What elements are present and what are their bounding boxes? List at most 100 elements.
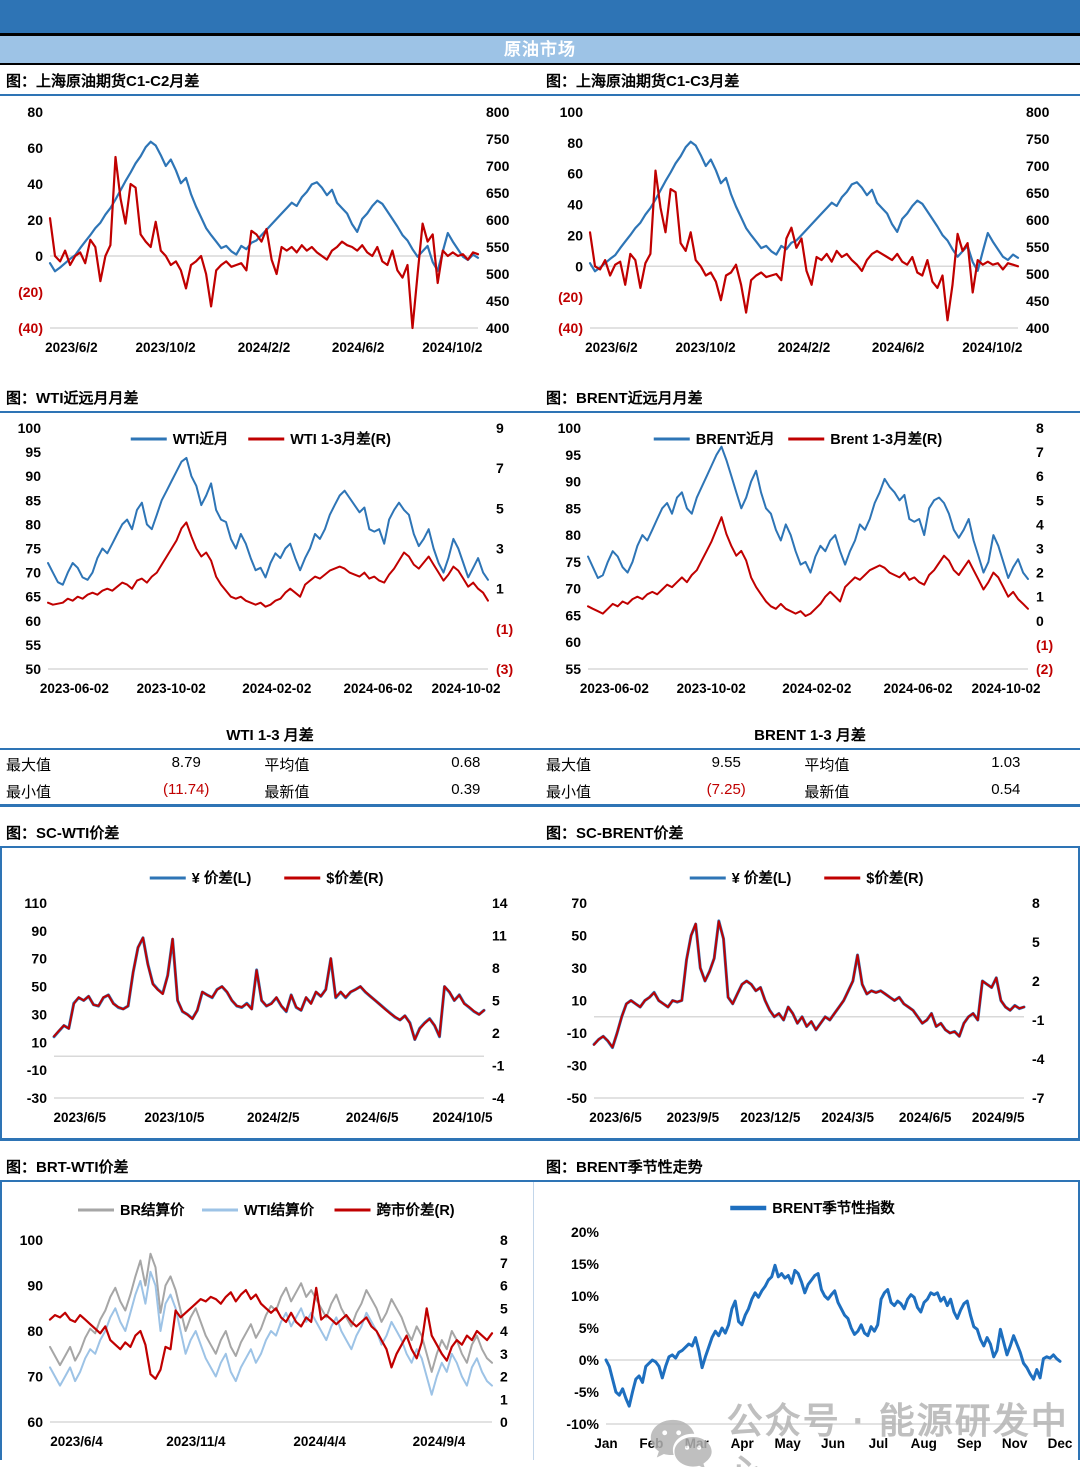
svg-text:2024-10-02: 2024-10-02 (971, 681, 1040, 696)
svg-text:80: 80 (565, 527, 581, 543)
svg-text:2: 2 (492, 1025, 500, 1041)
svg-text:2024/2/2: 2024/2/2 (778, 340, 831, 355)
chart-brt-wti: 100 90 80 70 60 8 7 6 5 4 3 2 1 0 2023/6/4 2023/11/4 202… (2, 1182, 542, 1460)
svg-text:2023/12/5: 2023/12/5 (740, 1110, 801, 1125)
chart-row-1: 80 60 40 20 0 (20) (40) 800 750 700 650 600 550 500 45… (0, 96, 1080, 368)
chart-title-row-3: 图：SC-WTI价差 图：SC-BRENT价差 (0, 817, 1080, 848)
svg-text:90: 90 (27, 1278, 43, 1294)
svg-text:2024/6/5: 2024/6/5 (346, 1110, 399, 1125)
svg-text:8: 8 (1036, 420, 1044, 436)
stat-value: 0.39 (451, 781, 481, 798)
svg-text:2023-10-02: 2023-10-02 (137, 681, 206, 696)
svg-text:2: 2 (1032, 973, 1040, 989)
svg-text:-4: -4 (1032, 1051, 1045, 1067)
svg-text:Dec: Dec (1048, 1436, 1073, 1451)
stat-value: (11.74) (162, 781, 210, 798)
svg-text:(3): (3) (496, 661, 513, 677)
svg-text:2024/4/4: 2024/4/4 (293, 1434, 346, 1449)
svg-text:2024-02-02: 2024-02-02 (242, 681, 311, 696)
svg-text:5%: 5% (579, 1320, 600, 1336)
svg-text:$价差(R): $价差(R) (866, 869, 923, 887)
svg-text:Feb: Feb (639, 1436, 663, 1451)
svg-text:2023/6/5: 2023/6/5 (54, 1110, 107, 1125)
svg-text:1: 1 (496, 581, 504, 597)
svg-text:(1): (1) (496, 621, 513, 637)
svg-text:6: 6 (1036, 468, 1044, 484)
svg-text:400: 400 (1026, 320, 1050, 336)
svg-text:-1: -1 (492, 1058, 505, 1074)
spacer (0, 368, 1080, 382)
chart-row-3: 110 90 70 50 30 10 -10 -30 14 11 8 5 2 -1 -4 2023/6/5 20… (0, 848, 1080, 1141)
svg-text:70: 70 (565, 581, 581, 597)
svg-text:65: 65 (25, 589, 41, 605)
svg-text:600: 600 (486, 212, 510, 228)
svg-text:65: 65 (565, 607, 581, 623)
svg-text:2023/11/4: 2023/11/4 (166, 1434, 226, 1449)
svg-text:-4: -4 (492, 1090, 505, 1106)
svg-text:1: 1 (1036, 589, 1044, 605)
svg-text:3: 3 (496, 541, 504, 557)
svg-text:2023/6/2: 2023/6/2 (45, 340, 98, 355)
svg-text:2024/10/5: 2024/10/5 (432, 1110, 493, 1125)
svg-text:30: 30 (31, 1006, 47, 1022)
stat-label: 平均值 (804, 757, 850, 774)
svg-text:-1: -1 (1032, 1012, 1045, 1028)
chart-wti-spread-svg: 1009590858075706560555097531(1)(3)2023-0… (18, 420, 513, 696)
stats-table-wti: WTI 1-3 月差 最大值 8.79 平均值 0.68 最小值 (11.74)… (0, 721, 540, 804)
svg-text:70: 70 (25, 565, 41, 581)
svg-text:9: 9 (496, 420, 504, 436)
stat-value: (7.25) (706, 781, 746, 798)
svg-text:85: 85 (25, 492, 41, 508)
svg-text:60: 60 (565, 634, 581, 650)
svg-text:8: 8 (1032, 895, 1040, 911)
svg-text:5: 5 (500, 1300, 508, 1316)
svg-text:70: 70 (571, 895, 587, 911)
svg-text:75: 75 (25, 541, 41, 557)
svg-text:800: 800 (1026, 104, 1050, 120)
svg-text:Jul: Jul (869, 1436, 889, 1451)
svg-text:2024/6/2: 2024/6/2 (332, 340, 385, 355)
svg-text:10%: 10% (571, 1288, 600, 1304)
svg-text:700: 700 (1026, 158, 1050, 174)
stats-table-brent: BRENT 1-3 月差 最大值 9.55 平均值 1.03 最小值 (7.25… (540, 721, 1080, 804)
svg-text:50: 50 (31, 979, 47, 995)
svg-text:(40): (40) (18, 320, 43, 336)
svg-text:650: 650 (1026, 185, 1050, 201)
chart-title-brent-seasonal: 图：BRENT季节性走势 (546, 1159, 703, 1176)
svg-text:0: 0 (1036, 613, 1044, 629)
svg-text:95: 95 (25, 444, 41, 460)
svg-text:2023/10/2: 2023/10/2 (676, 340, 736, 355)
svg-text:7: 7 (496, 460, 504, 476)
svg-text:BRENT近月: BRENT近月 (696, 430, 775, 448)
svg-text:55: 55 (25, 637, 41, 653)
table-row: 最大值 9.55 平均值 1.03 (540, 750, 1080, 777)
svg-text:-30: -30 (27, 1090, 47, 1106)
chart-title-brt-wti: 图：BRT-WTI价差 (6, 1159, 129, 1176)
stat-value: 1.03 (991, 754, 1021, 771)
chart-row-2: 100 95 90 85 80 75 70 65 60 55 50 9 7 5 3 1 (1) (3) 2023-0… (0, 413, 1080, 711)
svg-text:BR结算价: BR结算价 (120, 1201, 185, 1219)
chart-brt-wti-svg: 100 90 80 70 60 8 7 6 5 4 3 2 1 0 2023/6/4 2023/11/4 202… (20, 1201, 508, 1449)
stats-table-wti-title: WTI 1-3 月差 (0, 721, 540, 750)
svg-text:2024/10/2: 2024/10/2 (422, 340, 482, 355)
svg-text:20: 20 (27, 212, 43, 228)
svg-text:2023/10/5: 2023/10/5 (144, 1110, 205, 1125)
svg-text:(2): (2) (1036, 661, 1053, 677)
chart-sh-c1c3: 100 80 60 40 20 0 (20) (40) 800 750 700 650 600 550 50… (540, 96, 1080, 368)
svg-text:6: 6 (500, 1278, 508, 1294)
stat-value: 9.55 (711, 754, 741, 771)
svg-text:5: 5 (1032, 934, 1040, 950)
svg-text:750: 750 (486, 131, 510, 147)
svg-text:70: 70 (31, 951, 47, 967)
svg-text:2024-06-02: 2024-06-02 (343, 681, 412, 696)
spacer (0, 807, 1080, 817)
stat-label: 最大值 (6, 757, 52, 774)
chart-sh-c1c3-svg: 100 80 60 40 20 0 (20) (40) 800 750 700 650 600 550 50… (558, 104, 1050, 355)
chart-sc-wti-svg: 110 90 70 50 30 10 -10 -30 14 11 8 5 2 -1 -4 2023/6/5 20… (24, 869, 507, 1125)
svg-text:60: 60 (27, 140, 43, 156)
svg-text:7: 7 (1036, 444, 1044, 460)
svg-text:2023/6/4: 2023/6/4 (50, 1434, 103, 1449)
spacer (0, 1141, 1080, 1151)
svg-text:Aug: Aug (911, 1436, 937, 1451)
svg-text:750: 750 (1026, 131, 1050, 147)
